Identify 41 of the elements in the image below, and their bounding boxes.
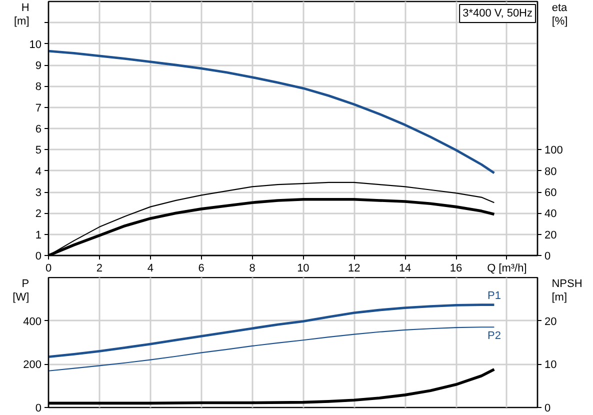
x-axis-title: Q [m³/h]: [487, 262, 527, 274]
x-tick-label: 10: [297, 262, 310, 274]
y2-tick-label: 100: [544, 144, 563, 157]
x-tick-label: 8: [249, 262, 256, 274]
y-tick-label: 400: [23, 316, 42, 328]
y2-tick-label: 40: [544, 208, 557, 220]
x-tick-label: 6: [198, 262, 204, 274]
y-tick-label: 1: [35, 229, 42, 242]
y-axis-title: H [m]: [14, 2, 30, 28]
y2-tick-label: 80: [544, 166, 557, 178]
y-tick-label: 7: [35, 102, 42, 114]
y-axis-title: P [W]: [12, 278, 30, 304]
y-tick-label: 3: [35, 187, 42, 199]
series-label: P1: [487, 290, 501, 302]
x-tick-label: 4: [147, 262, 154, 274]
y-tick-label: 0: [35, 402, 42, 414]
y2-axis-title: NPSH [m]: [552, 278, 582, 304]
y2-tick-label: 60: [544, 187, 557, 199]
y-tick-label: 9: [35, 60, 42, 72]
y-tick-label: 2: [35, 208, 42, 220]
x-tick-label: 0: [45, 262, 52, 274]
y-tick-label: 6: [35, 124, 42, 136]
y2-axis-title: eta [%]: [552, 2, 568, 28]
y2-tick-label: 0: [544, 402, 551, 414]
x-tick-label: 2: [96, 262, 103, 274]
y2-tick-label: 20: [544, 229, 557, 242]
y2-tick-label: 0: [544, 250, 551, 262]
y2-tick-label: 20: [544, 316, 557, 328]
y-tick-label: 5: [35, 144, 42, 157]
text: 3*400 V, 50Hz: [462, 8, 533, 20]
x-tick-label: 14: [398, 262, 412, 274]
y-tick-label: 0: [35, 250, 42, 262]
x-tick-label: 12: [348, 262, 360, 274]
y-tick-label: 4: [35, 166, 42, 178]
series-label: P2: [487, 330, 501, 342]
y-tick-label: 10: [29, 38, 42, 51]
line-series: [48, 50, 496, 174]
y-tick-label: 200: [23, 359, 42, 372]
x-tick-label: 16: [450, 262, 462, 274]
y2-tick-label: 10: [544, 359, 557, 372]
y-tick-label: 8: [35, 81, 42, 94]
